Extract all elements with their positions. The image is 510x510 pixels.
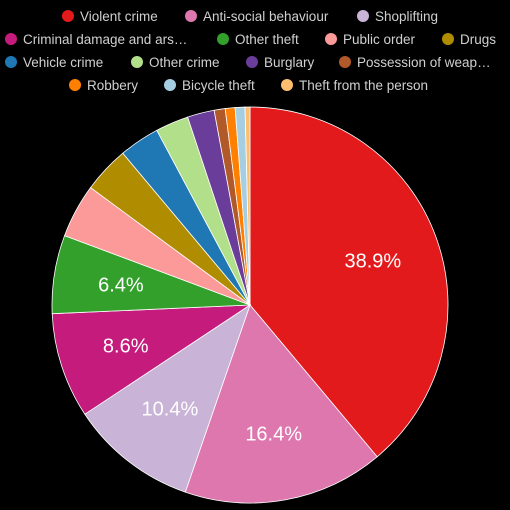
legend-label: Shoplifting xyxy=(375,9,438,24)
legend-swatch xyxy=(442,33,454,45)
pie-slice xyxy=(51,304,252,415)
pie-slice xyxy=(244,106,251,306)
legend-swatch xyxy=(5,56,17,68)
legend-swatch xyxy=(357,10,369,22)
legend-swatch xyxy=(69,79,81,91)
legend-swatch xyxy=(246,56,258,68)
legend-label: Robbery xyxy=(87,78,138,93)
slice-percent-label: 8.6% xyxy=(103,335,149,357)
pie-slice xyxy=(249,106,449,458)
legend-label: Other crime xyxy=(149,55,220,70)
slice-percent-label: 16.4% xyxy=(245,424,302,446)
slice-labels: 38.9% 16.4% 10.4% 8.6% 6.4% xyxy=(98,250,401,445)
legend-swatch xyxy=(62,10,74,22)
slice-percent-label: 6.4% xyxy=(98,275,144,297)
slice-percent-label: 10.4% xyxy=(142,398,199,420)
pie-slice xyxy=(84,304,251,493)
legend: Violent crime Anti-social behaviour Shopli… xyxy=(5,9,496,93)
legend-label: Other theft xyxy=(235,32,299,47)
legend-label: Violent crime xyxy=(80,9,158,24)
legend-swatch xyxy=(217,33,229,45)
legend-swatch xyxy=(185,10,197,22)
slice-percent-label: 38.9% xyxy=(344,250,401,272)
legend-label: Theft from the person xyxy=(299,78,428,93)
legend-swatch xyxy=(164,79,176,91)
legend-label: Anti-social behaviour xyxy=(203,9,329,24)
pie xyxy=(51,106,449,504)
legend-label: Bicycle theft xyxy=(182,78,255,93)
legend-swatch xyxy=(339,56,351,68)
legend-swatch xyxy=(5,33,17,45)
legend-label: Possession of weap… xyxy=(357,55,491,70)
legend-label: Public order xyxy=(343,32,416,47)
legend-swatch xyxy=(131,56,143,68)
legend-swatch xyxy=(281,79,293,91)
legend-swatch xyxy=(325,33,337,45)
legend-label: Criminal damage and ars… xyxy=(23,32,187,47)
legend-label: Burglary xyxy=(264,55,315,70)
legend-label: Drugs xyxy=(460,32,496,47)
legend-label: Vehicle crime xyxy=(23,55,103,70)
